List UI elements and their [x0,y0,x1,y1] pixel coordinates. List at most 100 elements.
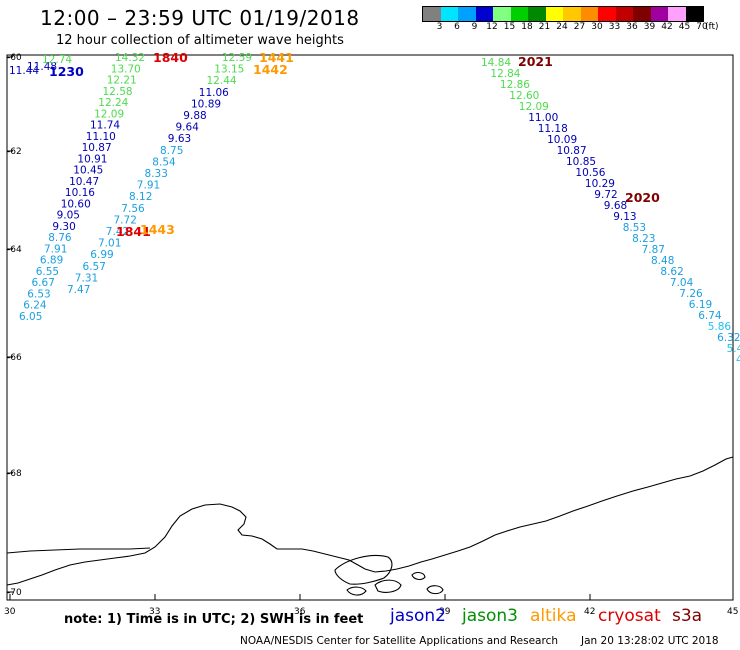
wave-height-value: 8.54 [152,156,176,168]
track-time-label: 1443 [140,222,175,237]
wave-height-value: 13.70 [111,63,141,75]
wave-height-value: 6.53 [27,289,50,301]
color-swatch [685,7,703,21]
scale-label: 9 [471,22,478,32]
wave-height-value: 9.30 [52,221,75,233]
color-swatch [633,7,651,21]
scale-label: 15 [503,22,516,32]
wave-height-value: 10.47 [69,176,99,188]
wave-height-value: 7.31 [75,272,98,284]
wave-height-value: 9.64 [176,122,200,134]
color-swatch [668,7,686,21]
color-swatch [598,7,616,21]
credit-line: NOAA/NESDIS Center for Satellite Applica… [240,635,558,647]
track-time-label: 1442 [253,62,288,77]
wave-height-value: 11.44 [9,65,39,77]
color-scale-labels: 3 6 9 12 15 18 21 24 27 30 33 36 39 42 45 70 (ft) [422,22,737,34]
scale-label: (ft) [705,22,719,32]
wave-height-value: 6.32 [717,332,740,344]
legend-entry-s3a: s3a [672,606,703,626]
wave-height-value: 10.87 [82,142,112,154]
wave-height-value: 10.56 [575,167,605,179]
lon-tick-label: 30 [4,607,16,617]
lat-tick-label: -60 [7,53,22,63]
wave-height-color-scale [422,6,704,22]
wave-height-value: 6.55 [36,266,59,278]
track-time-label: 1230 [49,64,84,79]
wave-height-value: 6.19 [689,299,712,311]
wave-height-value: 9.05 [57,210,80,222]
footnote: note: 1) Time is in UTC; 2) SWH is in fe… [64,612,364,627]
scale-label: 70 [696,22,708,32]
wave-height-value: 7.56 [121,203,145,215]
wave-height-value: 7.26 [679,288,703,300]
wave-height-value: 7.87 [642,244,665,256]
wave-height-value: 7.91 [44,243,67,255]
wave-height-value: 11.06 [199,87,229,99]
wave-height-value: 10.16 [65,187,95,199]
axis-ticks: 30 33 36 39 42 45 -60 -62 -64 -66 -68 -70 [4,53,738,617]
wave-height-value: 6.89 [40,255,63,267]
wave-height-value: 6.74 [698,310,722,322]
lat-tick-label: -66 [7,353,22,363]
wave-height-value: 11.18 [538,123,568,135]
wave-height-value: 7.04 [670,277,694,289]
wave-height-value: 8.75 [160,145,183,157]
wave-height-value: 10.60 [61,198,91,210]
scale-label: 42 [661,22,673,32]
wave-height-value: 11.10 [86,131,116,143]
wave-height-value: 12.74 [42,54,72,66]
scale-label: 33 [608,22,621,32]
wave-height-value: 6.05 [19,311,42,323]
wave-height-value: 9.68 [604,200,627,212]
wave-height-value: 12.59 [222,52,252,64]
lat-tick-label: -62 [7,147,22,157]
wave-height-value: 7.91 [137,180,160,192]
wave-height-value: 10.91 [77,153,107,165]
track-time-label: 1441 [259,50,294,65]
wave-height-value: 6.57 [83,261,106,273]
scale-label: 6 [454,22,460,32]
wave-height-value: 10.29 [585,178,615,190]
legend-entry-altika: altika [530,606,577,626]
track-time-label: 2020 [625,190,660,205]
scale-label: 24 [556,22,568,32]
wave-height-value: 9.72 [594,189,617,201]
wave-height-value: 10.45 [73,165,103,177]
wave-height-value: 8.23 [632,233,655,245]
wave-height-value: 7.42 [106,226,129,238]
wave-height-value: 12.58 [103,86,133,98]
lat-tick-label: -70 [7,588,22,598]
lat-tick-label: -68 [7,469,22,479]
scale-label: 12 [486,22,498,32]
color-swatch [510,7,528,21]
generated-timestamp: Jan 20 13:28:02 UTC 2018 [581,635,719,647]
wave-height-value: 11.00 [528,112,558,124]
wave-height-value: 6.99 [90,249,113,261]
color-swatch [528,7,546,21]
lon-tick-label: 42 [584,607,595,617]
lon-tick-label: 39 [439,607,451,617]
track-time-label: 2021 [518,54,553,69]
wave-height-value: 12.21 [107,75,137,87]
wave-height-value: 8.33 [145,168,168,180]
map-subtitle: 12 hour collection of altimeter wave hei… [56,33,344,48]
legend-entry-cryosat: cryosat [598,606,661,626]
scale-label: 18 [521,22,533,32]
color-swatch [423,7,441,21]
wave-height-value: 6.24 [23,300,47,312]
map-title: 12:00 – 23:59 UTC 01/19/2018 [40,6,360,30]
wave-height-value: 9.88 [183,110,206,122]
color-swatch [563,7,581,21]
lat-tick-label: -64 [7,245,22,255]
wave-height-value: 8.62 [660,266,683,278]
wave-height-value: 9.13 [613,211,636,223]
wave-height-value: 11.48 [27,61,57,73]
wave-height-value: 10.87 [557,145,587,157]
color-swatch [650,7,668,21]
wave-height-value: 12.84 [490,68,520,80]
wave-height-value: 9.63 [168,133,191,145]
